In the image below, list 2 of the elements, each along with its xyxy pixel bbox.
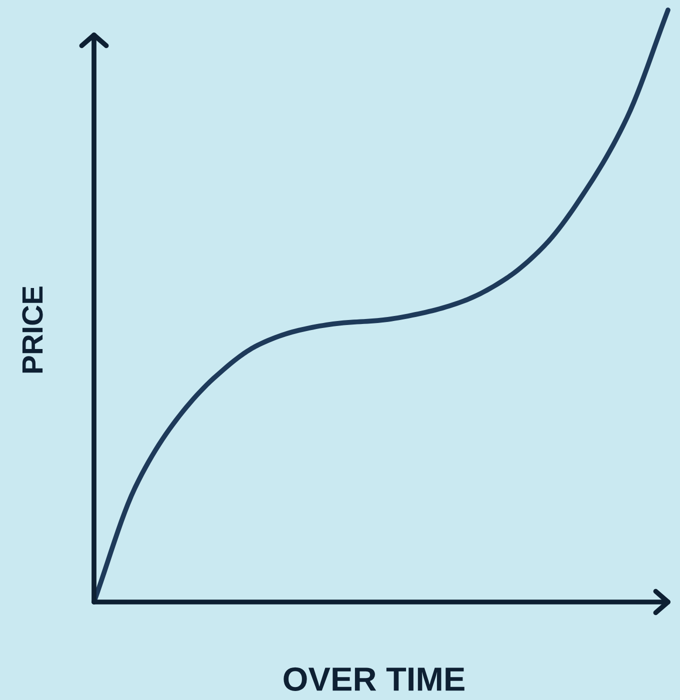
x-axis-title: OVER TIME bbox=[284, 667, 464, 691]
y-axis-title: PRICE bbox=[22, 286, 43, 373]
